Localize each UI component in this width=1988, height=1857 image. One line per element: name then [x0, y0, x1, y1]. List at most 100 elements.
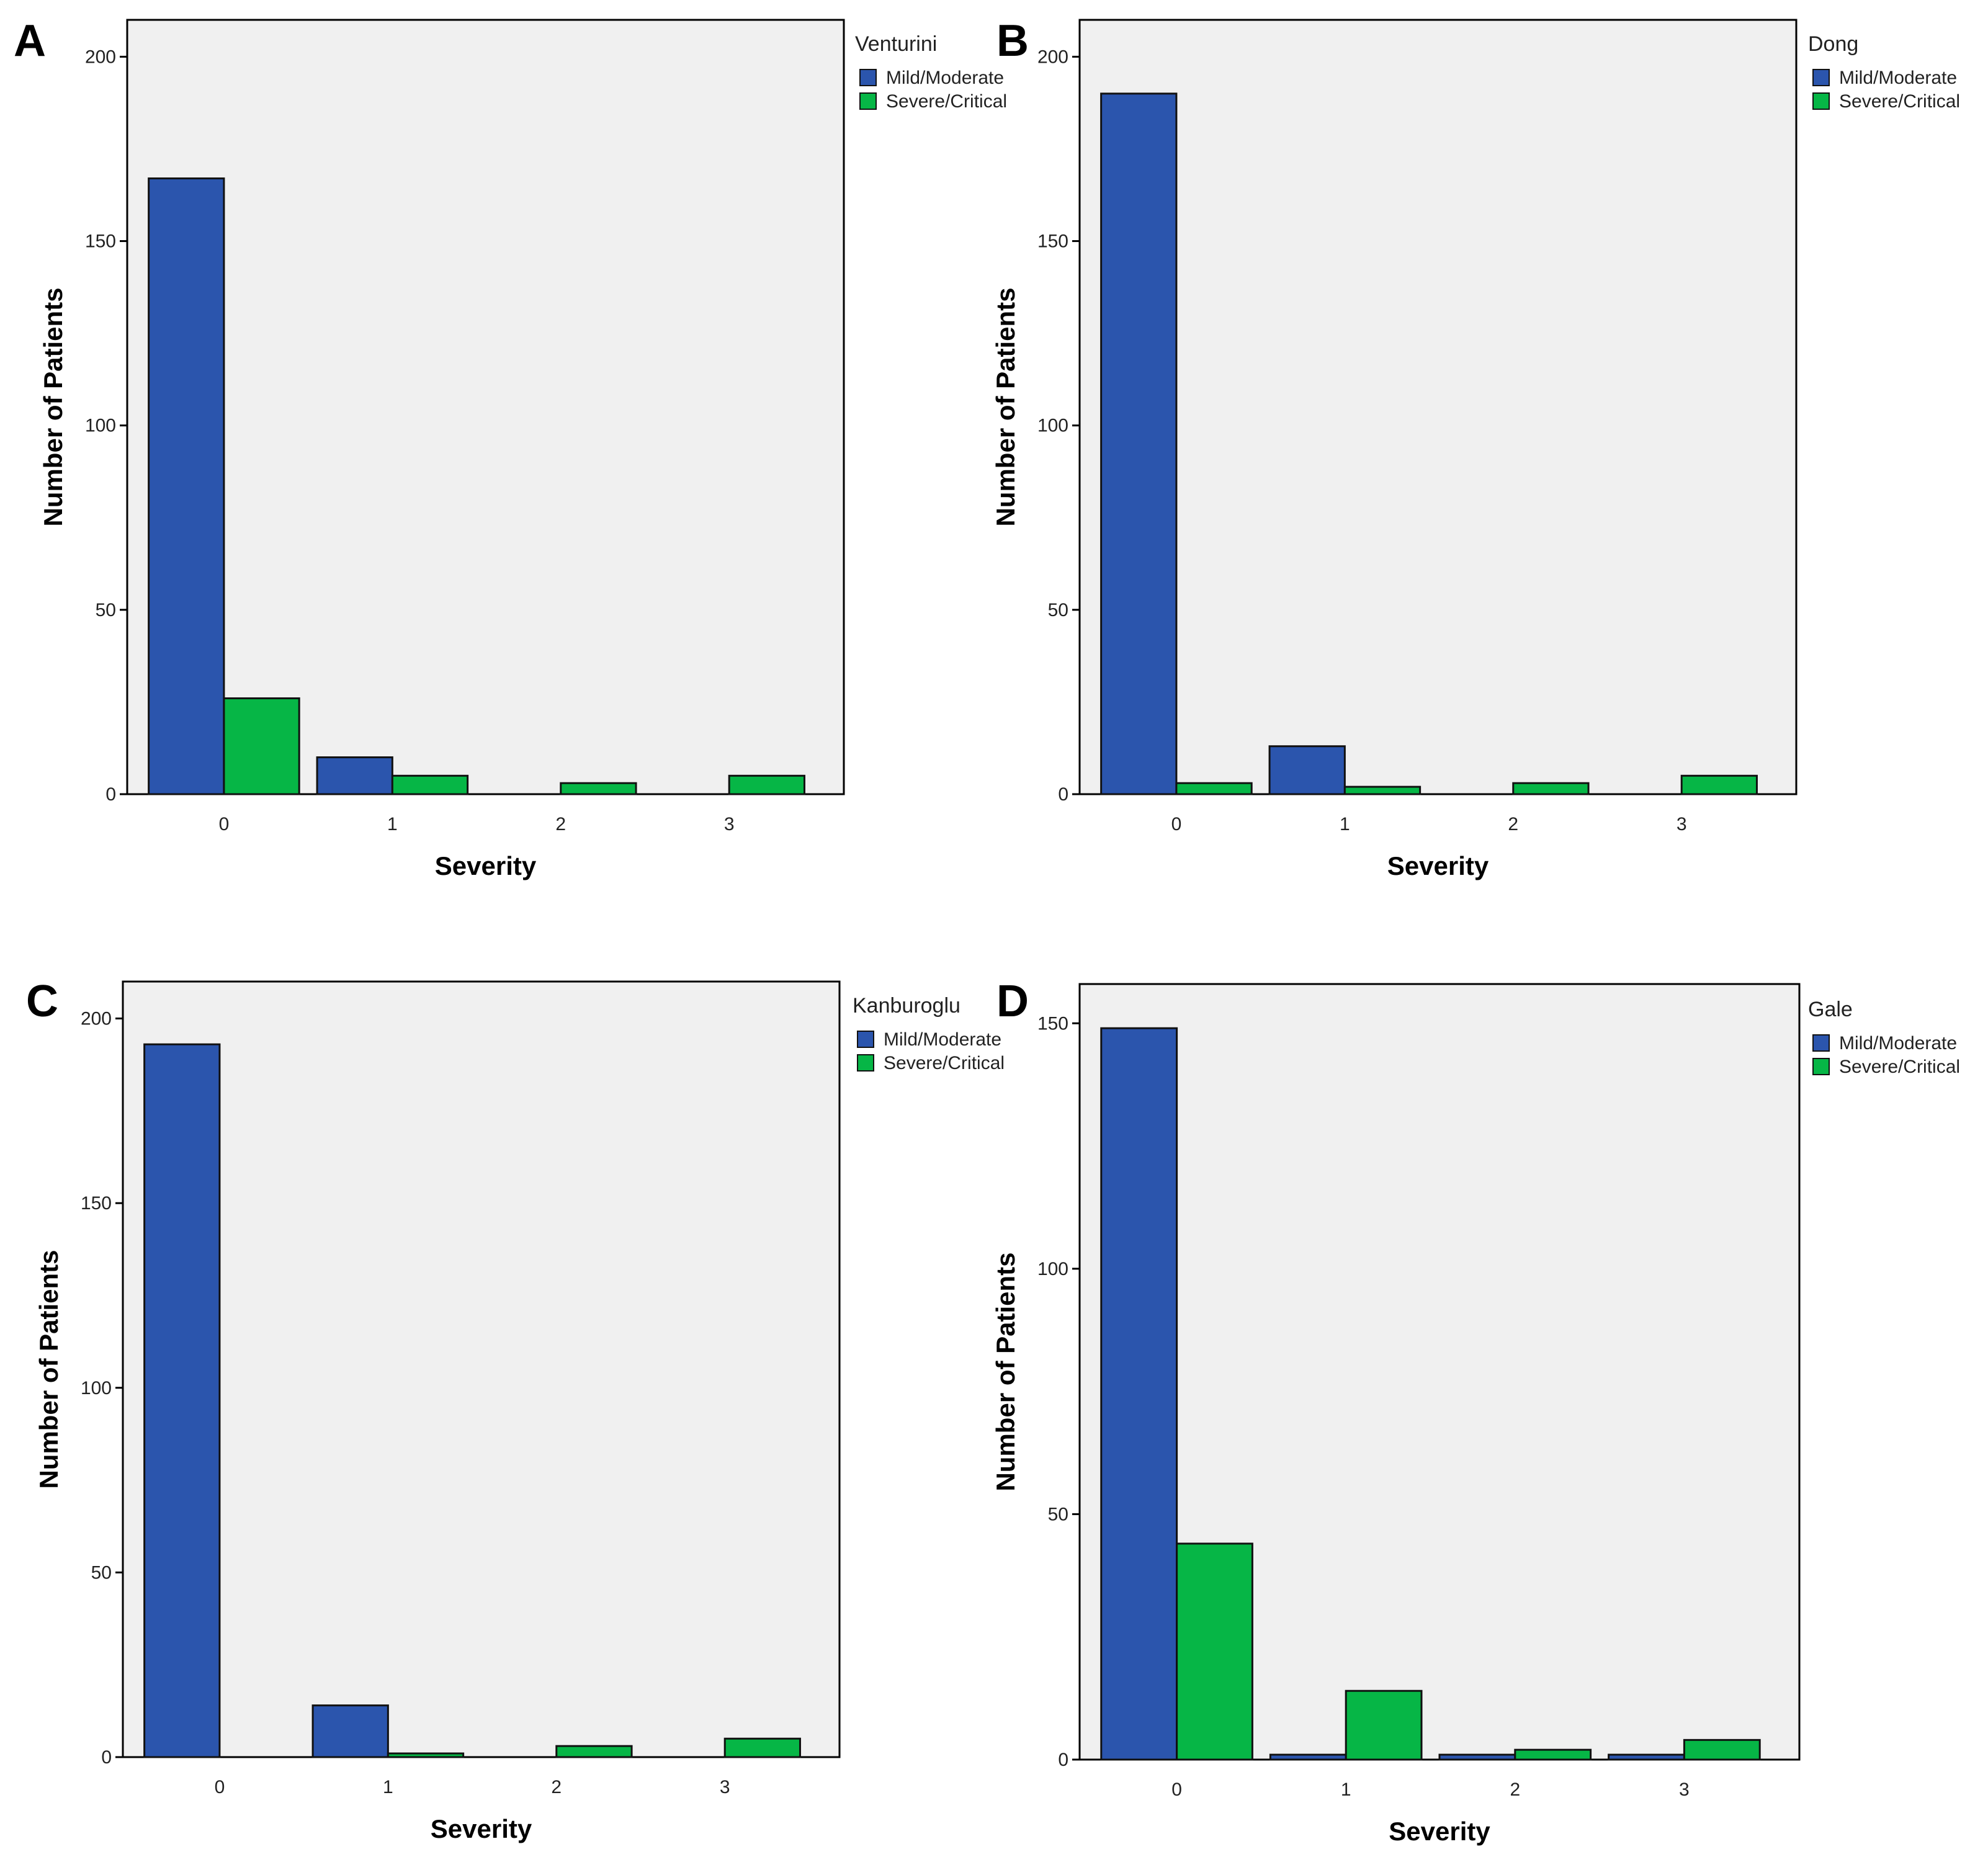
bar-mild-moderate-0	[1100, 1027, 1178, 1761]
x-tick-label: 3	[724, 814, 735, 835]
x-tick-label: 2	[555, 814, 566, 835]
bar-severe-critical-3	[723, 1737, 801, 1758]
x-tick-label: 3	[1677, 814, 1687, 835]
y-tick-label: 100	[1037, 416, 1068, 436]
panel-letter: B	[996, 16, 1029, 66]
legend-label: Severe/Critical	[1839, 91, 1960, 112]
x-tick-label: 2	[1510, 1779, 1520, 1800]
x-tick-label: 3	[1679, 1779, 1690, 1800]
y-tick-label: 0	[101, 1747, 112, 1768]
bar-mild-moderate-2	[1438, 1753, 1516, 1761]
legend-swatch	[859, 69, 877, 86]
x-tick-label: 1	[387, 814, 398, 835]
x-axis-title: Severity	[435, 851, 537, 880]
panel-b: 0 50 100 150 200 0 1 2 3 Severity Number of Patien…	[991, 16, 1960, 880]
bar-severe-critical-3	[1680, 774, 1758, 795]
bar-severe-critical-2	[555, 1745, 633, 1758]
legend-swatch	[859, 92, 877, 110]
y-axis-title: Number of Patients	[38, 287, 68, 526]
bar-severe-critical-1	[391, 774, 469, 795]
y-tick-label: 0	[1058, 1750, 1068, 1770]
x-tick-label: 2	[551, 1777, 562, 1797]
bar-severe-critical-0	[223, 697, 300, 795]
x-axis-title: Severity	[1389, 1817, 1490, 1846]
y-tick-label: 50	[1048, 600, 1068, 620]
legend-label: Mild/Moderate	[1839, 1033, 1957, 1054]
legend-label: Severe/Critical	[884, 1053, 1005, 1073]
y-tick-label: 100	[85, 416, 116, 436]
bar-severe-critical-2	[1512, 782, 1590, 795]
legend-title: Kanburoglu	[853, 994, 960, 1018]
legend: Kanburoglu Mild/Moderate Severe/Critical	[853, 994, 1005, 1073]
legend-swatch	[1812, 92, 1830, 110]
x-tick-label: 3	[720, 1777, 730, 1797]
y-axis-title: Number of Patients	[34, 1250, 63, 1488]
legend-swatch	[1812, 1058, 1830, 1075]
panel-letter: D	[996, 977, 1029, 1026]
bar-severe-critical-1	[1343, 785, 1422, 795]
panel-letter: C	[26, 977, 58, 1026]
bar-severe-critical-3	[1683, 1738, 1761, 1761]
bar-mild-moderate-1	[311, 1704, 389, 1758]
legend-title: Dong	[1808, 32, 1858, 56]
y-axis-title: Number of Patients	[991, 1252, 1020, 1491]
x-tick-label: 0	[1171, 814, 1182, 835]
legend-label: Mild/Moderate	[1839, 68, 1957, 88]
legend-swatch	[1812, 69, 1830, 86]
legend-label: Severe/Critical	[886, 91, 1007, 112]
y-tick-label: 200	[81, 1009, 112, 1029]
bar-mild-moderate-0	[1100, 92, 1178, 795]
y-tick-label: 200	[85, 47, 116, 67]
bar-severe-critical-0	[1175, 782, 1253, 795]
y-tick-label: 150	[85, 231, 116, 252]
x-tick-label: 1	[383, 1777, 393, 1797]
x-axis-title: Severity	[431, 1814, 532, 1843]
y-tick-label: 50	[1048, 1504, 1068, 1524]
bar-mild-moderate-0	[148, 177, 225, 795]
x-axis-title: Severity	[1387, 851, 1489, 880]
plot-area	[122, 980, 841, 1758]
legend: Venturini Mild/Moderate Severe/Critical	[855, 32, 1007, 112]
panel-c: 0 50 100 150 200 0 1 2 3 Severity Number of Patien…	[26, 977, 1005, 1843]
panel-d: 0 50 100 150 0 1 2 3 Severity Number of Patients D…	[991, 977, 1960, 1846]
x-tick-label: 2	[1508, 814, 1518, 835]
bar-mild-moderate-3	[1608, 1753, 1685, 1761]
plot-area	[126, 19, 845, 795]
bar-mild-moderate-1	[1268, 745, 1346, 795]
y-tick-label: 0	[1058, 784, 1068, 805]
y-axis-title: Number of Patients	[991, 287, 1020, 526]
bar-severe-critical-3	[728, 774, 805, 795]
bar-mild-moderate-1	[316, 756, 393, 795]
x-tick-label: 0	[215, 1777, 225, 1797]
bar-severe-critical-2	[560, 782, 637, 795]
bar-severe-critical-2	[1514, 1748, 1592, 1761]
legend-label: Severe/Critical	[1839, 1057, 1960, 1077]
legend: Gale Mild/Moderate Severe/Critical	[1808, 998, 1960, 1077]
y-tick-label: 150	[1037, 231, 1068, 252]
y-tick-label: 200	[1037, 47, 1068, 67]
panel-a: 0 50 100 150 200 0 1 2 3 Severity Number of Patien…	[14, 16, 1007, 880]
panel-letter: A	[14, 16, 46, 66]
legend-swatch	[857, 1054, 874, 1072]
bar-severe-critical-1	[1345, 1689, 1423, 1761]
bar-severe-critical-1	[387, 1752, 465, 1758]
legend-swatch	[1812, 1034, 1830, 1052]
bar-mild-moderate-0	[143, 1043, 221, 1758]
legend-label: Mild/Moderate	[886, 68, 1004, 88]
legend-swatch	[857, 1031, 874, 1048]
y-tick-label: 100	[81, 1378, 112, 1398]
bar-mild-moderate-1	[1269, 1753, 1347, 1761]
y-tick-label: 0	[105, 784, 116, 805]
y-tick-label: 150	[1037, 1013, 1068, 1034]
legend-title: Gale	[1808, 998, 1853, 1021]
bar-severe-critical-0	[1176, 1542, 1253, 1761]
legend: Dong Mild/Moderate Severe/Critical	[1808, 32, 1960, 112]
legend-title: Venturini	[855, 32, 937, 56]
legend-label: Mild/Moderate	[884, 1029, 1001, 1050]
x-tick-label: 1	[1341, 1779, 1351, 1800]
y-tick-label: 50	[96, 600, 116, 620]
y-tick-label: 50	[91, 1562, 112, 1583]
plot-area	[1078, 19, 1798, 795]
